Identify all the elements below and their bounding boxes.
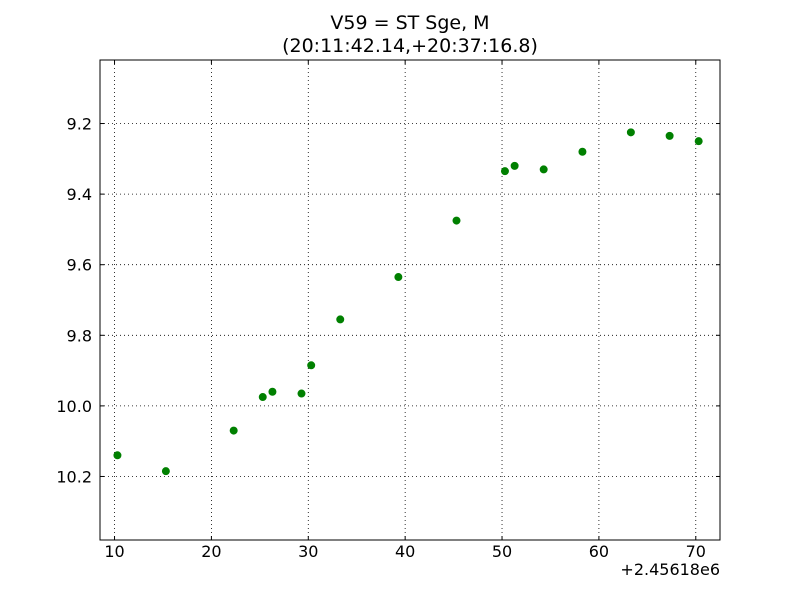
axis-ticks bbox=[100, 60, 720, 540]
x-tick-label: 70 bbox=[686, 542, 706, 561]
data-point bbox=[268, 387, 277, 396]
x-tick-label: 50 bbox=[492, 542, 512, 561]
data-point bbox=[161, 467, 170, 476]
data-point bbox=[578, 147, 587, 156]
y-tick-label: 10.2 bbox=[56, 467, 92, 486]
plot-frame bbox=[99, 59, 721, 541]
data-point bbox=[394, 273, 403, 282]
x-offset-label: +2.45618e6 bbox=[620, 560, 720, 579]
data-point bbox=[626, 128, 635, 137]
x-tick-label: 20 bbox=[201, 542, 221, 561]
data-point bbox=[500, 167, 509, 176]
x-tick-label: 30 bbox=[298, 542, 318, 561]
x-tick-label: 40 bbox=[395, 542, 415, 561]
data-point bbox=[694, 137, 703, 146]
data-point bbox=[665, 131, 674, 140]
y-tick-label: 9.6 bbox=[67, 256, 92, 275]
data-points bbox=[113, 128, 703, 476]
data-point bbox=[297, 389, 306, 398]
data-point bbox=[539, 165, 548, 174]
y-tick-label: 9.8 bbox=[67, 326, 92, 345]
x-tick-label: 60 bbox=[589, 542, 609, 561]
data-point bbox=[336, 315, 345, 324]
data-point bbox=[258, 393, 267, 402]
y-tick-label: 9.4 bbox=[67, 185, 92, 204]
data-point bbox=[113, 451, 122, 460]
chart-title: V59 = ST Sge, M bbox=[330, 12, 489, 34]
data-point bbox=[229, 426, 238, 435]
data-point bbox=[452, 216, 461, 225]
data-point bbox=[510, 161, 519, 170]
chart-subtitle: (20:11:42.14,+20:37:16.8) bbox=[282, 35, 538, 57]
x-tick-label: 10 bbox=[104, 542, 124, 561]
y-tick-label: 9.2 bbox=[67, 115, 92, 134]
tick-labels: 10 20 30 40 50 60 70 9.2 9.4 9.6 9.8 10.0 10.2 bbox=[56, 115, 706, 561]
data-point bbox=[307, 361, 316, 370]
y-tick-label: 10.0 bbox=[56, 397, 92, 416]
